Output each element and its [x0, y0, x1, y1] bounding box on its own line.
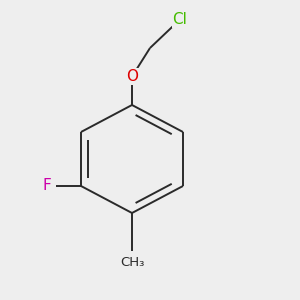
- Text: F: F: [42, 178, 51, 194]
- Text: O: O: [126, 69, 138, 84]
- Text: Cl: Cl: [172, 12, 188, 27]
- Text: CH₃: CH₃: [120, 256, 144, 269]
